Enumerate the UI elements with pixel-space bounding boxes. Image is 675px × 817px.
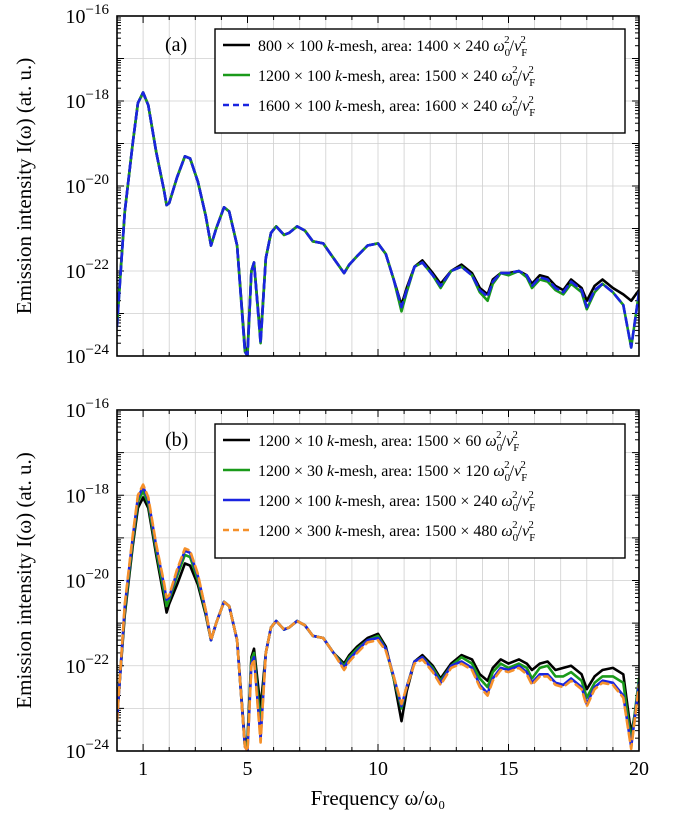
panel-label: (b) (165, 429, 188, 451)
y-tick-label: 10−20 (66, 567, 109, 593)
legend: 1200 × 10 k-mesh, area: 1500 × 60 ω02/vF… (214, 423, 626, 559)
y-tick-label: 10−16 (66, 396, 110, 422)
x-tick-label: 5 (243, 758, 253, 780)
legend-entry-2: 1200 × 30 k-mesh, area: 1500 × 120 ω02/v… (258, 459, 527, 484)
series-group (117, 483, 639, 751)
series-line-4 (117, 483, 639, 751)
legend-entry-3: 1200 × 100 k-mesh, area: 1500 × 240 ω02/… (258, 489, 535, 514)
panel-label: (a) (165, 34, 187, 56)
plot-frame (116, 409, 640, 752)
x-axis-title: Frequency ω/ω₀ (311, 786, 446, 810)
y-tick-label: 10−20 (66, 172, 109, 198)
y-axis-title: Emission intensity I(ω) (at. u.) (12, 58, 36, 314)
legend-entry-3: 1600 × 100 k-mesh, area: 1600 × 240 ω02/… (258, 94, 535, 119)
x-tick-label: 15 (499, 758, 519, 780)
legend-entry-1: 1200 × 10 k-mesh, area: 1500 × 60 ω02/vF… (258, 429, 519, 454)
x-tick-label: 20 (629, 758, 649, 780)
series-line-3 (117, 485, 639, 751)
legend-entry-2: 1200 × 100 k-mesh, area: 1500 × 240 ω02/… (258, 64, 535, 89)
legend-entry-4: 1200 × 300 k-mesh, area: 1500 × 480 ω02/… (258, 519, 535, 544)
y-tick-label: 10−16 (66, 2, 110, 28)
series-group (117, 91, 639, 356)
y-tick-label: 10−24 (66, 737, 110, 763)
y-tick-label: 10−18 (66, 87, 109, 113)
y-tick-label: 10−22 (66, 257, 109, 283)
y-tick-label: 10−22 (66, 652, 109, 678)
y-axis-title: Emission intensity I(ω) (at. u.) (12, 452, 36, 708)
legend-box (214, 423, 626, 559)
legend-box (214, 28, 626, 134)
plot-frame (116, 15, 640, 357)
x-tick-label: 1 (138, 758, 148, 780)
legend-entry-1: 800 × 100 k-mesh, area: 1400 × 240 ω02/v… (258, 34, 527, 59)
panel-a: 10−16 10−18 10−20 10−22 10−24 Emission intens… (12, 2, 640, 368)
legend: 800 × 100 k-mesh, area: 1400 × 240 ω02/v… (214, 28, 626, 134)
series-line-3 (117, 91, 639, 356)
y-tick-label: 10−24 (66, 342, 110, 368)
y-tick-label: 10−18 (66, 481, 109, 507)
x-tick-label: 10 (368, 758, 388, 780)
